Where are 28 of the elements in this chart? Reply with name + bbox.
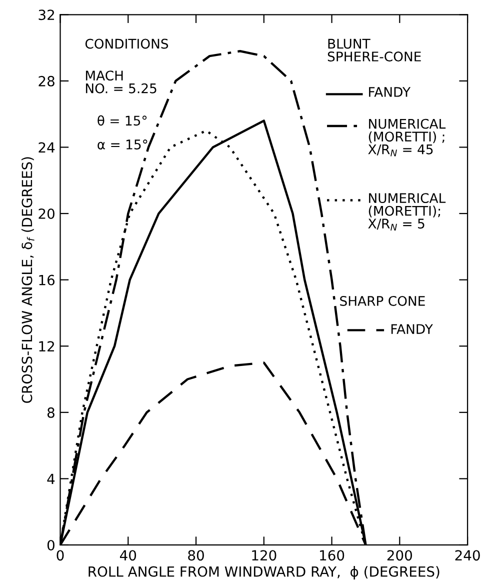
annotation: BLUNT SPHERE-CONE <box>328 38 421 62</box>
x-tick-label: 120 <box>252 550 276 561</box>
x-tick-label: 0 <box>56 550 64 561</box>
x-tick-label: 240 <box>455 550 480 561</box>
annotation: CONDITIONS <box>85 38 168 49</box>
legend-label: FANDY <box>369 87 411 97</box>
legend-label: NUMERICAL (MORETTI) ; X/R$_{N}$ = 45 <box>368 118 446 156</box>
y-tick-label: 24 <box>38 142 55 153</box>
y-axis-title: CROSS-FLOW ANGLE, δ$_{f}$ (DEGREES) <box>21 157 34 403</box>
legend-label: NUMERICAL (MORETTI); X/R$_{N}$ = 5 <box>368 193 446 231</box>
x-tick-label: 160 <box>320 550 344 561</box>
x-tick-label: 80 <box>188 550 204 561</box>
y-tick-label: 28 <box>38 76 54 86</box>
legend-label: FANDY <box>391 324 433 334</box>
x-tick-label: 200 <box>387 550 412 561</box>
annotation: SHARP CONE <box>340 296 425 306</box>
y-tick-label: 8 <box>47 407 54 418</box>
y-tick-label: 4 <box>47 474 55 484</box>
y-tick-label: 12 <box>39 341 54 352</box>
x-tick-label: 40 <box>120 550 136 561</box>
annotation: α = 15° <box>98 140 148 150</box>
x-axis-title: ROLL ANGLE FROM WINDWARD RAY, ϕ (DEGREES) <box>88 566 440 580</box>
annotation: MACH NO. = 5.25 <box>86 70 156 94</box>
annotation: θ = 15° <box>98 115 147 126</box>
y-tick-label: 32 <box>38 10 54 20</box>
y-tick-label: 16 <box>39 274 55 286</box>
y-tick-label: 20 <box>38 208 54 219</box>
y-tick-label: 0 <box>47 540 54 550</box>
